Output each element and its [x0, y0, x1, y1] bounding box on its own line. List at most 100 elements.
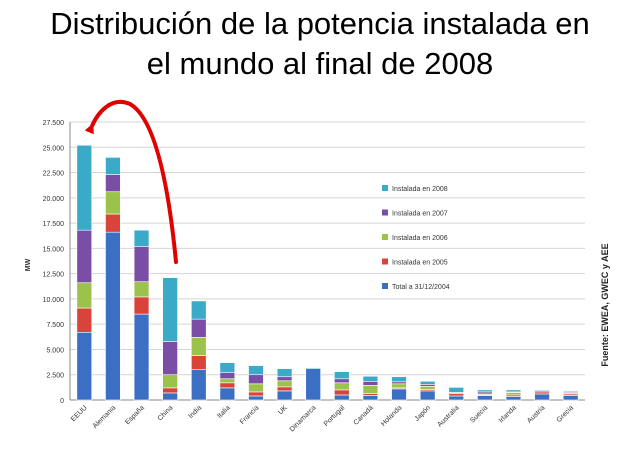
bar-segment	[334, 371, 350, 380]
y-tick-label: 17.500	[43, 221, 65, 228]
gridlines	[70, 121, 585, 401]
bar-segment	[162, 392, 178, 401]
bar-segment	[133, 313, 150, 401]
y-tick-label: 7.500	[46, 322, 64, 329]
legend-swatch	[382, 283, 388, 289]
bar-segment	[334, 382, 350, 391]
y-tick-label: 5.000	[46, 347, 64, 354]
x-tick-label: Grecia	[556, 404, 576, 424]
bar-segment	[248, 374, 264, 385]
bar-segment	[76, 282, 93, 309]
bar-segment	[334, 378, 350, 384]
bar-segment	[133, 296, 150, 315]
y-tick-label: 22.500	[43, 171, 65, 178]
x-tick-label: China	[157, 404, 175, 422]
bar-segment	[248, 383, 264, 393]
bar-segment	[534, 390, 550, 393]
x-tick-label: Canadá	[353, 404, 375, 426]
bar-segment	[76, 307, 93, 333]
bar-segment	[477, 395, 493, 401]
bar-segment	[477, 391, 493, 395]
bar-segment	[534, 391, 550, 395]
bar-segment	[362, 385, 379, 394]
bar-segment	[419, 390, 436, 401]
bar-segment	[276, 380, 293, 388]
x-tick-label: EEUU	[70, 404, 89, 423]
bar-segment	[562, 390, 579, 393]
bar-segment	[276, 376, 293, 382]
bar-segment	[105, 174, 121, 193]
y-tick-label: 15.000	[43, 246, 65, 253]
bar-segment	[276, 368, 293, 378]
annotation-arrow	[84, 100, 178, 264]
bar-segment	[362, 375, 379, 382]
y-tick-label: 10.000	[43, 297, 65, 304]
bar-segment	[334, 394, 350, 401]
bar-segment	[391, 388, 407, 401]
bar-segment	[133, 246, 150, 283]
legend-swatch	[382, 209, 388, 216]
axes	[69, 122, 585, 401]
bar-segment	[419, 384, 436, 387]
bar-segment	[276, 390, 293, 401]
y-tick-label: 12.500	[43, 272, 65, 279]
x-tick-label: Francia	[239, 404, 261, 426]
legend-label: Total a 31/12/2004	[392, 284, 450, 291]
y-tick-label: 20.000	[43, 196, 65, 203]
bars	[76, 144, 579, 401]
bar-segment	[105, 213, 121, 233]
legend-swatch	[382, 185, 388, 191]
source-note: Fuente: EWEA, GWEC y AEE	[600, 243, 610, 366]
x-tick-label: Japón	[414, 404, 433, 423]
bar-segment	[105, 157, 121, 175]
bar-segment	[305, 367, 321, 369]
legend-label: Instalada en 2005	[392, 260, 448, 267]
bar-segment	[534, 393, 550, 401]
x-tick-label: Dinamarca	[289, 404, 318, 433]
bar-segment	[419, 380, 436, 385]
bar-segment	[162, 387, 178, 394]
chart-title-line-1: Distribución de la potencia instalada en	[50, 6, 590, 41]
bar-segment	[276, 386, 293, 392]
x-tick-label: Alemania	[92, 404, 118, 430]
legend-label: Instalada en 2008	[392, 186, 448, 193]
bar-segment	[448, 393, 464, 397]
bar-segment	[219, 387, 236, 401]
bar-segment	[248, 391, 264, 397]
bar-segment	[448, 395, 464, 401]
x-tick-label: España	[124, 404, 146, 426]
legend: Instalada en 2008 Instalada en 2007 Instal…	[382, 185, 450, 291]
legend-label: Instalada en 2007	[392, 211, 448, 218]
bar-segment	[219, 382, 236, 389]
bar-segment	[76, 331, 93, 401]
bar-segment	[334, 389, 350, 396]
bar-segment	[191, 337, 207, 356]
x-tick-label: UK	[277, 404, 289, 416]
legend-swatch	[382, 234, 388, 240]
bar-segment	[133, 281, 150, 298]
bar-segment	[105, 191, 121, 215]
x-tick-label: Holanda	[380, 404, 403, 427]
bar-segment	[162, 341, 178, 376]
bar-segment	[391, 381, 407, 385]
chart-title-line-2: el mundo al final de 2008	[146, 46, 494, 81]
bar-segment	[562, 395, 579, 401]
bar-segment	[362, 395, 379, 401]
x-tick-label: Portugal	[323, 404, 347, 428]
bar-segment	[162, 374, 178, 389]
bar-segment	[248, 365, 264, 376]
bar-segment	[305, 368, 321, 401]
bar-segment	[133, 229, 150, 247]
x-tick-label: Austria	[526, 404, 546, 424]
legend-label: Instalada en 2006	[392, 235, 448, 242]
bar-segment	[105, 231, 121, 401]
bar-segment	[477, 389, 493, 393]
x-tick-label: Suecia	[469, 404, 489, 424]
bar-segment	[391, 376, 407, 383]
bar-segment	[391, 383, 407, 389]
bar-segment	[505, 389, 522, 393]
bar-segment	[219, 378, 236, 384]
y-tick-label: 27.500	[43, 120, 65, 127]
x-tick-label: India	[187, 404, 203, 420]
